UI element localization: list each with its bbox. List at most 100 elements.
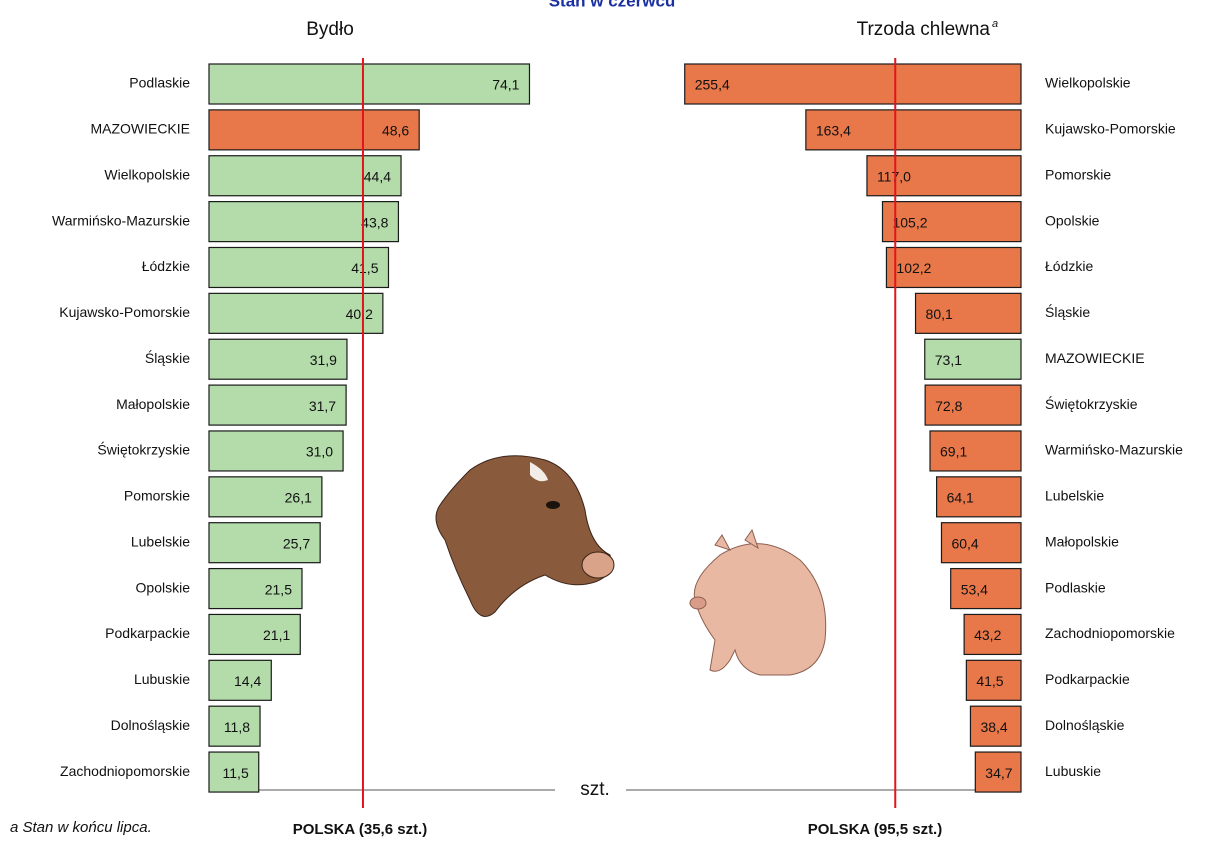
value-label: 43,2 — [974, 627, 1001, 643]
category-label: Warmińsko-Mazurskie — [1045, 442, 1183, 458]
pig-illustration — [689, 528, 827, 676]
bar — [940, 522, 1022, 564]
value-label: 69,1 — [940, 444, 967, 460]
bar — [684, 63, 1022, 105]
value-label: 73,1 — [935, 352, 962, 368]
category-label: Lubelskie — [1045, 488, 1104, 504]
bar — [924, 338, 1022, 380]
bar — [208, 476, 323, 518]
value-label: 40,2 — [346, 306, 373, 322]
bar — [963, 613, 1022, 656]
value-label: 41,5 — [976, 673, 1003, 689]
category-label: Lubuskie — [1045, 763, 1101, 779]
bar — [914, 292, 1022, 334]
value-label: 53,4 — [961, 581, 988, 597]
value-label: 14,4 — [234, 673, 261, 689]
category-label: Łódzkie — [142, 258, 190, 274]
value-label: 117,0 — [877, 168, 911, 184]
category-label: Pomorskie — [1045, 166, 1111, 182]
page-title: Stan w czerwcu — [549, 0, 676, 10]
value-label: 25,7 — [283, 535, 310, 551]
value-label: 34,7 — [985, 765, 1012, 781]
category-label: Świętokrzyskie — [97, 441, 190, 458]
bar — [208, 201, 400, 243]
category-label: Podlaskie — [129, 75, 190, 91]
reference-label: POLSKA (35,6 szt.) — [293, 821, 427, 838]
bar — [208, 567, 303, 610]
value-label: 26,1 — [285, 490, 312, 506]
category-label: MAZOWIECKIE — [90, 121, 190, 137]
value-label: 102,2 — [896, 260, 931, 276]
value-label: 11,5 — [223, 765, 249, 781]
value-label: 255,4 — [695, 77, 730, 93]
bar — [805, 109, 1022, 151]
bar — [208, 384, 347, 426]
bar — [208, 338, 348, 380]
chart-title: Bydło — [306, 19, 354, 40]
bar — [929, 430, 1022, 472]
category-label: Opolskie — [1045, 212, 1100, 228]
value-label: 21,1 — [263, 627, 290, 643]
value-label: 163,4 — [816, 123, 851, 139]
bar — [924, 384, 1022, 426]
bar — [965, 659, 1022, 701]
bar — [208, 155, 402, 197]
category-label: Warmińsko-Mazurskie — [52, 212, 190, 228]
category-label: Małopolskie — [1045, 533, 1119, 549]
value-label: 43,8 — [361, 214, 388, 230]
category-label: Kujawsko-Pomorskie — [59, 304, 190, 320]
category-label: Pomorskie — [124, 488, 190, 504]
unit-label: szt. — [580, 779, 610, 800]
value-label: 11,8 — [224, 719, 250, 735]
category-label: Podkarpackie — [105, 625, 190, 641]
value-label: 44,4 — [364, 168, 391, 184]
bar — [974, 751, 1022, 793]
title-marker: a — [992, 18, 998, 30]
value-label: 105,2 — [892, 214, 927, 230]
bar — [208, 659, 272, 701]
category-label: Opolskie — [136, 579, 191, 595]
category-label: Dolnośląskie — [111, 717, 191, 733]
bar — [950, 567, 1022, 610]
bar — [936, 476, 1022, 518]
category-label: Łódzkie — [1045, 258, 1093, 274]
value-label: 72,8 — [935, 398, 962, 414]
bar — [208, 705, 261, 747]
category-label: Wielkopolskie — [1045, 75, 1131, 91]
category-label: Lubuskie — [134, 671, 190, 687]
category-label: Zachodniopomorskie — [60, 763, 190, 779]
category-label: Podlaskie — [1045, 579, 1106, 595]
bar — [969, 705, 1022, 747]
category-label: Zachodniopomorskie — [1045, 625, 1175, 641]
value-label: 21,5 — [265, 581, 292, 597]
bar — [208, 63, 531, 105]
value-label: 60,4 — [951, 535, 978, 551]
value-label: 38,4 — [980, 719, 1007, 735]
bar — [881, 201, 1022, 243]
bar — [208, 292, 384, 334]
chart-title: Trzoda chlewna — [857, 19, 991, 40]
bar — [208, 522, 321, 564]
value-label: 48,6 — [382, 123, 409, 139]
bar — [208, 430, 344, 472]
bar — [208, 246, 390, 289]
category-label: Małopolskie — [116, 396, 190, 412]
value-label: 41,5 — [351, 260, 378, 276]
value-label: 74,1 — [492, 77, 519, 93]
value-label: 31,7 — [309, 398, 336, 414]
category-label: MAZOWIECKIE — [1045, 350, 1145, 366]
category-label: Śląskie — [1045, 303, 1090, 320]
bar — [866, 155, 1022, 197]
category-label: Świętokrzyskie — [1045, 395, 1138, 412]
cow-illustration — [435, 455, 615, 617]
footnote: a Stan w końcu lipca. — [10, 819, 152, 836]
category-label: Wielkopolskie — [104, 166, 190, 182]
category-label: Podkarpackie — [1045, 671, 1130, 687]
bar — [208, 109, 420, 151]
category-label: Śląskie — [145, 349, 190, 366]
category-label: Kujawsko-Pomorskie — [1045, 121, 1176, 137]
value-label: 64,1 — [947, 490, 974, 506]
value-label: 31,9 — [310, 352, 337, 368]
value-label: 80,1 — [926, 306, 953, 322]
